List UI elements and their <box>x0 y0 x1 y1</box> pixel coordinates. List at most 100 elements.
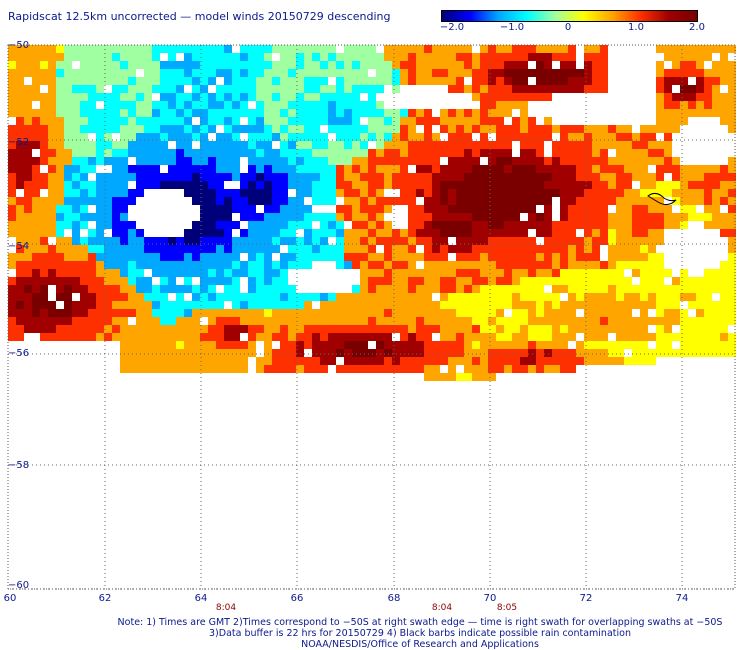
wind-cell <box>664 181 672 189</box>
wind-cell <box>448 133 456 141</box>
wind-cell <box>8 205 16 213</box>
wind-cell <box>80 101 88 109</box>
wind-cell <box>56 109 64 117</box>
wind-cell <box>256 229 264 237</box>
wind-cell <box>200 197 208 205</box>
colorbar <box>441 10 698 22</box>
wind-cell <box>208 165 216 173</box>
wind-cell <box>216 333 224 341</box>
wind-cell <box>400 317 408 325</box>
wind-cell <box>464 229 472 237</box>
wind-cell <box>712 309 720 317</box>
wind-cell <box>576 245 584 253</box>
wind-cell <box>128 45 136 53</box>
wind-cell <box>544 93 552 101</box>
wind-cell <box>440 117 448 125</box>
wind-cell <box>104 277 112 285</box>
wind-cell <box>480 213 488 221</box>
wind-cell <box>472 53 480 61</box>
wind-cell <box>184 93 192 101</box>
wind-cell <box>8 69 16 77</box>
wind-cell <box>344 181 352 189</box>
wind-cell <box>384 341 392 349</box>
wind-cell <box>480 117 488 125</box>
wind-cell <box>728 189 736 197</box>
lon-label: 62 <box>98 593 112 604</box>
wind-cell <box>464 53 472 61</box>
wind-cell <box>432 205 440 213</box>
wind-cell <box>720 333 728 341</box>
wind-cell <box>32 77 40 85</box>
wind-cell <box>96 229 104 237</box>
wind-cell <box>160 69 168 77</box>
wind-cell <box>312 101 320 109</box>
wind-cell <box>72 221 80 229</box>
wind-cell <box>176 101 184 109</box>
wind-cell <box>504 109 512 117</box>
wind-cell <box>160 325 168 333</box>
wind-cell <box>672 181 680 189</box>
wind-cell <box>448 277 456 285</box>
wind-cell <box>200 285 208 293</box>
wind-cell <box>224 85 232 93</box>
wind-cell <box>528 333 536 341</box>
wind-cell <box>176 349 184 357</box>
wind-cell <box>584 125 592 133</box>
wind-cell <box>456 141 464 149</box>
wind-cell <box>280 165 288 173</box>
wind-cell <box>168 53 176 61</box>
wind-cell <box>432 53 440 61</box>
wind-cell <box>152 365 160 373</box>
wind-cell <box>288 157 296 165</box>
wind-cell <box>472 309 480 317</box>
wind-cell <box>144 365 152 373</box>
wind-cell <box>416 213 424 221</box>
wind-cell <box>296 109 304 117</box>
wind-cell <box>400 333 408 341</box>
wind-cell <box>72 213 80 221</box>
wind-cell <box>328 213 336 221</box>
wind-cell <box>448 165 456 173</box>
wind-cell <box>200 85 208 93</box>
wind-cell <box>144 349 152 357</box>
wind-cell <box>448 77 456 85</box>
wind-cell <box>328 341 336 349</box>
wind-cell <box>192 93 200 101</box>
wind-cell <box>280 237 288 245</box>
wind-cell <box>152 301 160 309</box>
wind-cell <box>144 253 152 261</box>
wind-cell <box>480 261 488 269</box>
wind-cell <box>168 357 176 365</box>
wind-cell <box>424 125 432 133</box>
wind-cell <box>208 333 216 341</box>
wind-cell <box>568 165 576 173</box>
wind-cell <box>592 53 600 61</box>
wind-cell <box>520 133 528 141</box>
wind-cell <box>160 253 168 261</box>
wind-cell <box>152 293 160 301</box>
wind-cell <box>272 109 280 117</box>
wind-cell <box>296 293 304 301</box>
wind-cell <box>120 61 128 69</box>
wind-cell <box>296 261 304 269</box>
wind-cell <box>728 317 736 325</box>
wind-cell <box>40 149 48 157</box>
wind-cell <box>176 237 184 245</box>
wind-cell <box>616 221 624 229</box>
wind-cell <box>120 141 128 149</box>
wind-cell <box>128 349 136 357</box>
wind-cell <box>40 61 48 69</box>
wind-cell <box>320 229 328 237</box>
wind-cell <box>528 293 536 301</box>
wind-cell <box>624 133 632 141</box>
wind-cell <box>344 45 352 53</box>
wind-cell <box>544 125 552 133</box>
wind-cell <box>504 285 512 293</box>
wind-cell <box>416 253 424 261</box>
wind-cell <box>304 173 312 181</box>
wind-cell <box>608 245 616 253</box>
wind-cell <box>544 317 552 325</box>
wind-cell <box>304 93 312 101</box>
wind-cell <box>672 109 680 117</box>
wind-cell <box>280 53 288 61</box>
